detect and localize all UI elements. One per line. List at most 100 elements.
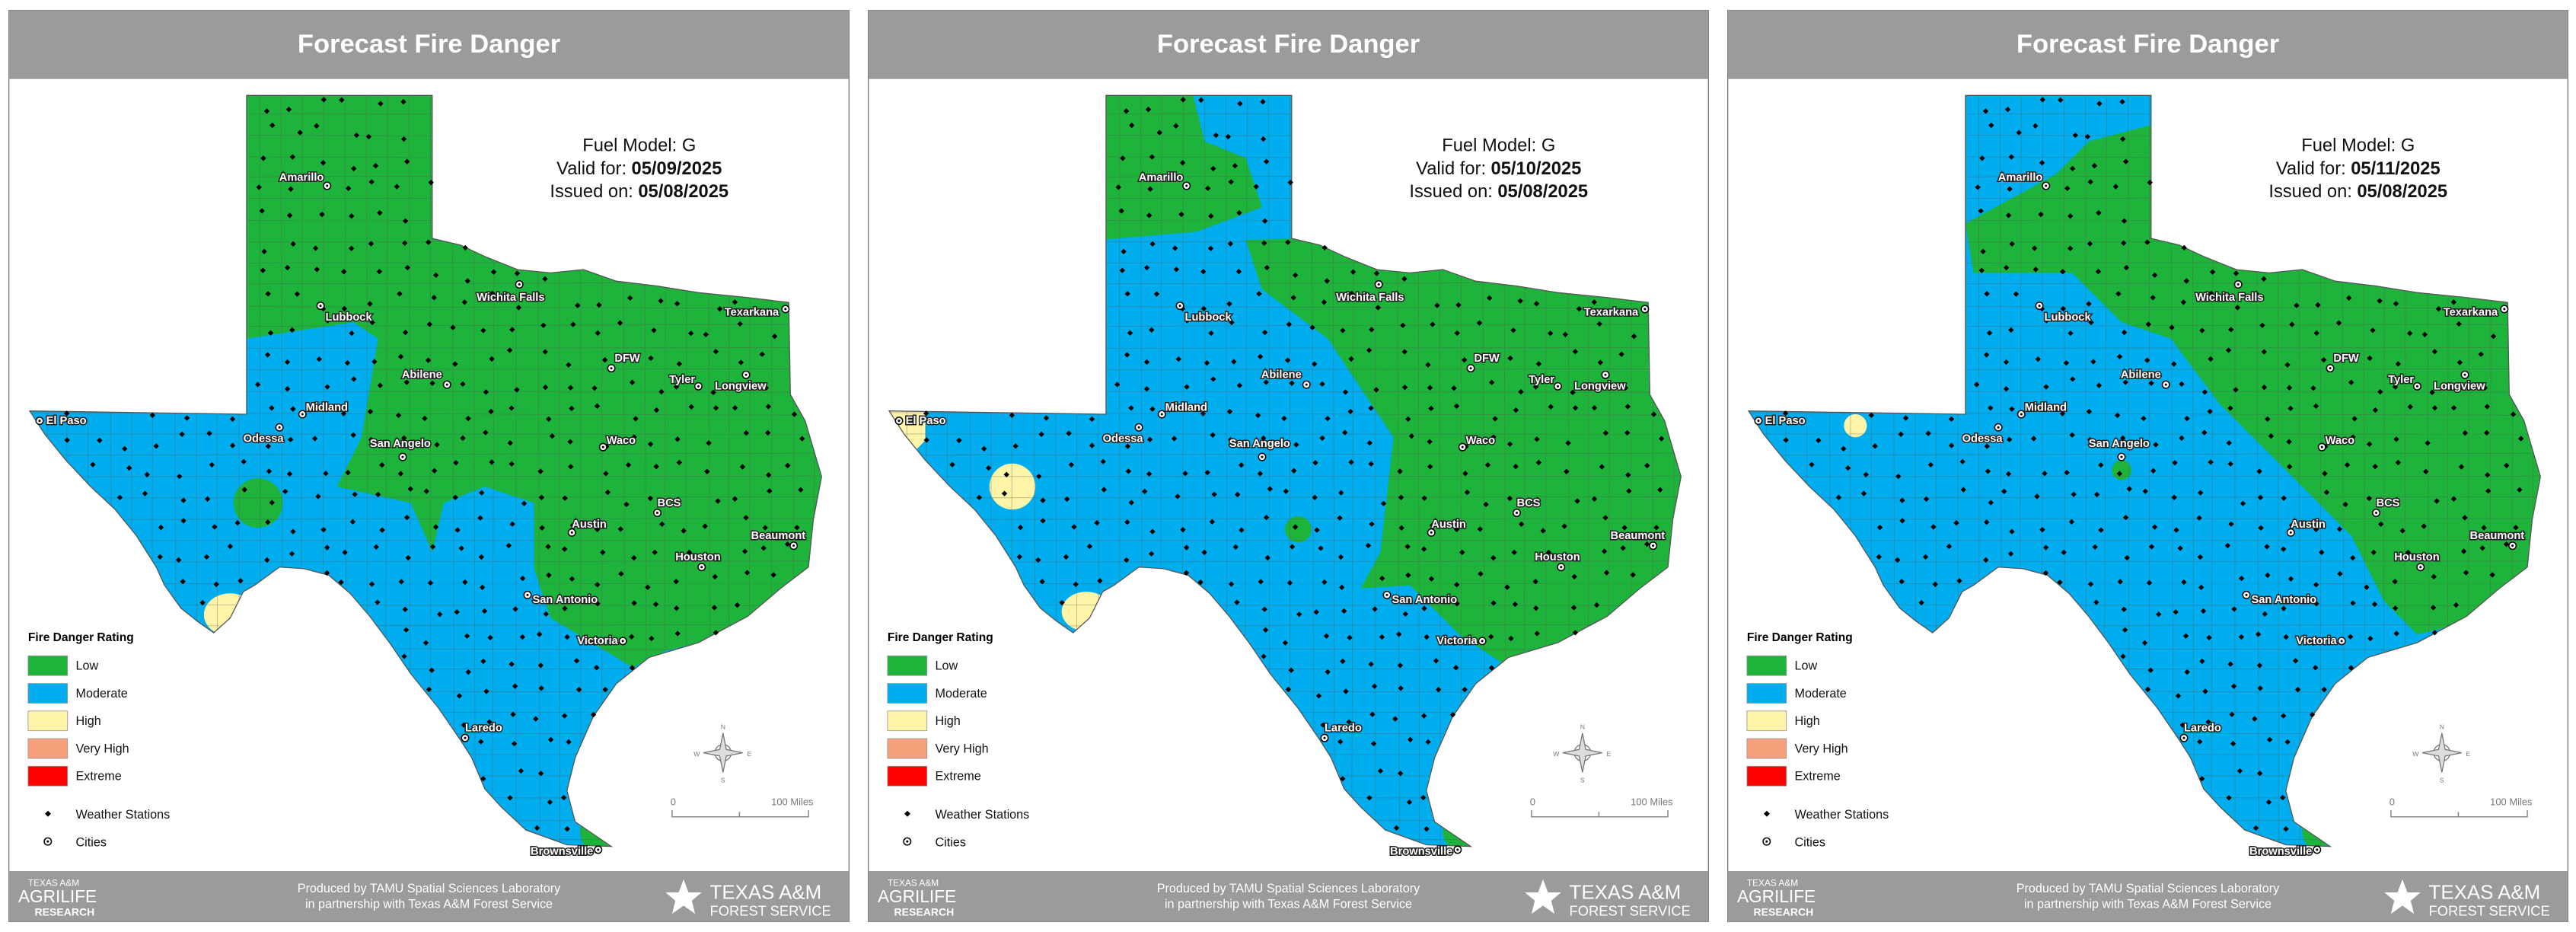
city-label: Amarillo [1998,172,2043,184]
fire-danger-map: Forecast Fire Danger Amarillo Lubbock Wichi… [1727,10,2568,922]
map-panel: Forecast Fire Danger Amarillo Lubbock Wichi… [1727,10,2568,922]
city-label: Laredo [465,723,502,735]
legend-swatch [27,710,69,732]
weather-station [373,544,379,551]
weather-station [759,351,765,357]
scale-label: 100 Miles [2490,796,2532,808]
weather-station [403,627,410,633]
legend-swatch [1746,710,1787,732]
low-danger-zone [233,478,283,528]
weather-station [604,489,611,496]
state-border [888,94,1682,847]
city-dot [1160,413,1163,416]
weather-station [512,683,518,689]
city-label: Houston [2394,551,2439,563]
fire-danger-map: Forecast Fire Danger Amarillo Lubbock Wichi… [8,10,850,922]
weather-station [284,386,291,392]
weather-station [285,107,292,113]
weather-station [158,525,164,531]
legend-title: Fire Danger Rating [28,631,134,644]
weather-station [142,490,148,496]
weather-station [316,356,322,362]
weather-station [227,543,234,550]
city-dot [2419,566,2422,569]
texas-map: Amarillo Lubbock Wichita Falls Texarkana DFW… [1747,94,2541,859]
city-label: Victoria [1436,635,1478,647]
city-dot [1456,848,1459,851]
legend-label: Weather Stations [935,808,1029,822]
legend-label: Extreme [935,770,980,784]
city-label: Waco [607,435,636,447]
fuel-model: Fuel Model: G [582,136,696,156]
agrilife-logo: AGRILIFE [18,886,97,906]
weather-station [286,471,293,477]
weather-station [324,384,330,390]
city-dot [744,373,748,376]
weather-station [254,381,261,388]
weather-station [740,385,746,391]
footer-text: in partnership with Texas A&M Forest Ser… [305,898,553,911]
issued-on: Issued on: 05/08/2025 [1409,182,1588,202]
low-danger-zone [1965,125,2541,635]
legend: Fire Danger Rating Low Moderate High Very Hi… [887,631,1029,850]
weather-station [784,541,791,547]
low-danger-zone [1285,515,1312,543]
legend-label: Extreme [1794,770,1840,784]
issued-on: Issued on: 05/08/2025 [550,182,728,202]
city-label: Odessa [1103,433,1144,445]
city-label: Houston [675,551,720,563]
forest-service-logo: TEXAS A&M [2429,883,2541,904]
weather-station [1232,544,1239,551]
legend-label: Very High [75,742,129,755]
weather-station [1988,122,1994,129]
weather-station [1323,633,1330,639]
legend: Fire Danger Rating Low Moderate High Very Hi… [1746,631,1889,850]
city-label: San Antonio [532,594,598,606]
city-dot [278,426,281,429]
weather-station [537,662,544,669]
weather-station [1146,436,1153,442]
scale-label: 100 Miles [771,796,813,808]
weather-station [266,468,273,474]
weather-station [351,165,357,172]
weather-station [567,439,573,445]
city-dot [601,445,604,448]
legend-swatch [1746,738,1787,759]
weather-station [595,582,601,588]
weather-station [2039,160,2045,166]
city-label: Abilene [1261,369,1302,381]
title-bar [1727,10,2568,79]
weather-station [126,464,132,471]
weather-station [1017,525,1024,531]
fire-danger-map: Forecast Fire Danger Amarillo Lubbock Wichi… [868,10,1709,922]
weather-station [1321,299,1328,305]
county-line [889,496,1682,499]
legend-label: Moderate [75,687,127,701]
weather-station [269,500,275,506]
weather-station [269,405,275,411]
city-dot [2503,308,2506,311]
weather-station [64,437,70,443]
city-dot [1461,445,1464,448]
panel-title: Forecast Fire Danger [1157,30,1420,59]
weather-station [368,241,375,247]
city-label: Longview [1574,381,1626,393]
weather-station [427,579,434,586]
city-dot [2415,385,2418,388]
city-dot [2511,544,2514,547]
city-dot [1604,373,1607,376]
city-label: Beaumont [1611,530,1666,542]
city-label: Brownsville [2249,845,2312,857]
weather-station [575,687,582,693]
weather-station [566,739,572,745]
weather-station [1490,554,1497,561]
city-label: Waco [2326,435,2355,447]
city-label: San Antonio [2251,594,2316,606]
city-dot [2038,305,2041,308]
state-border [28,94,822,847]
weather-station [1285,686,1292,693]
weather-station [212,524,218,530]
danger-zones [30,95,822,847]
forest-service-star [2384,879,2421,914]
high-danger-zone [1844,414,1867,438]
